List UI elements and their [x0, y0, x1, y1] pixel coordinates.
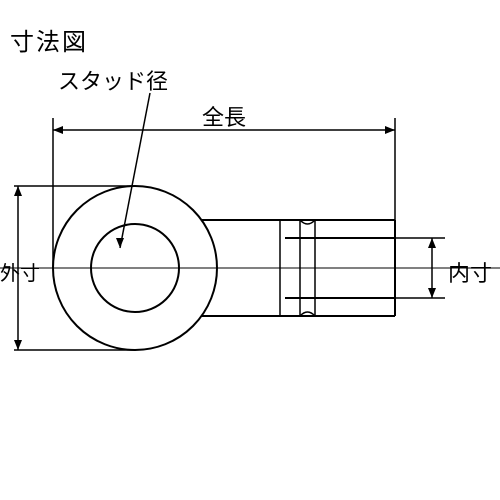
label-overall-length: 全長 — [202, 100, 246, 132]
label-outer-dim: 外寸 — [0, 257, 40, 286]
label-inner-dim: 内寸 — [448, 256, 492, 288]
label-stud-diameter: スタッド径 — [58, 64, 168, 96]
diagram-canvas: 寸法図 スタッド径 全長 外寸 内寸 — [0, 0, 500, 500]
